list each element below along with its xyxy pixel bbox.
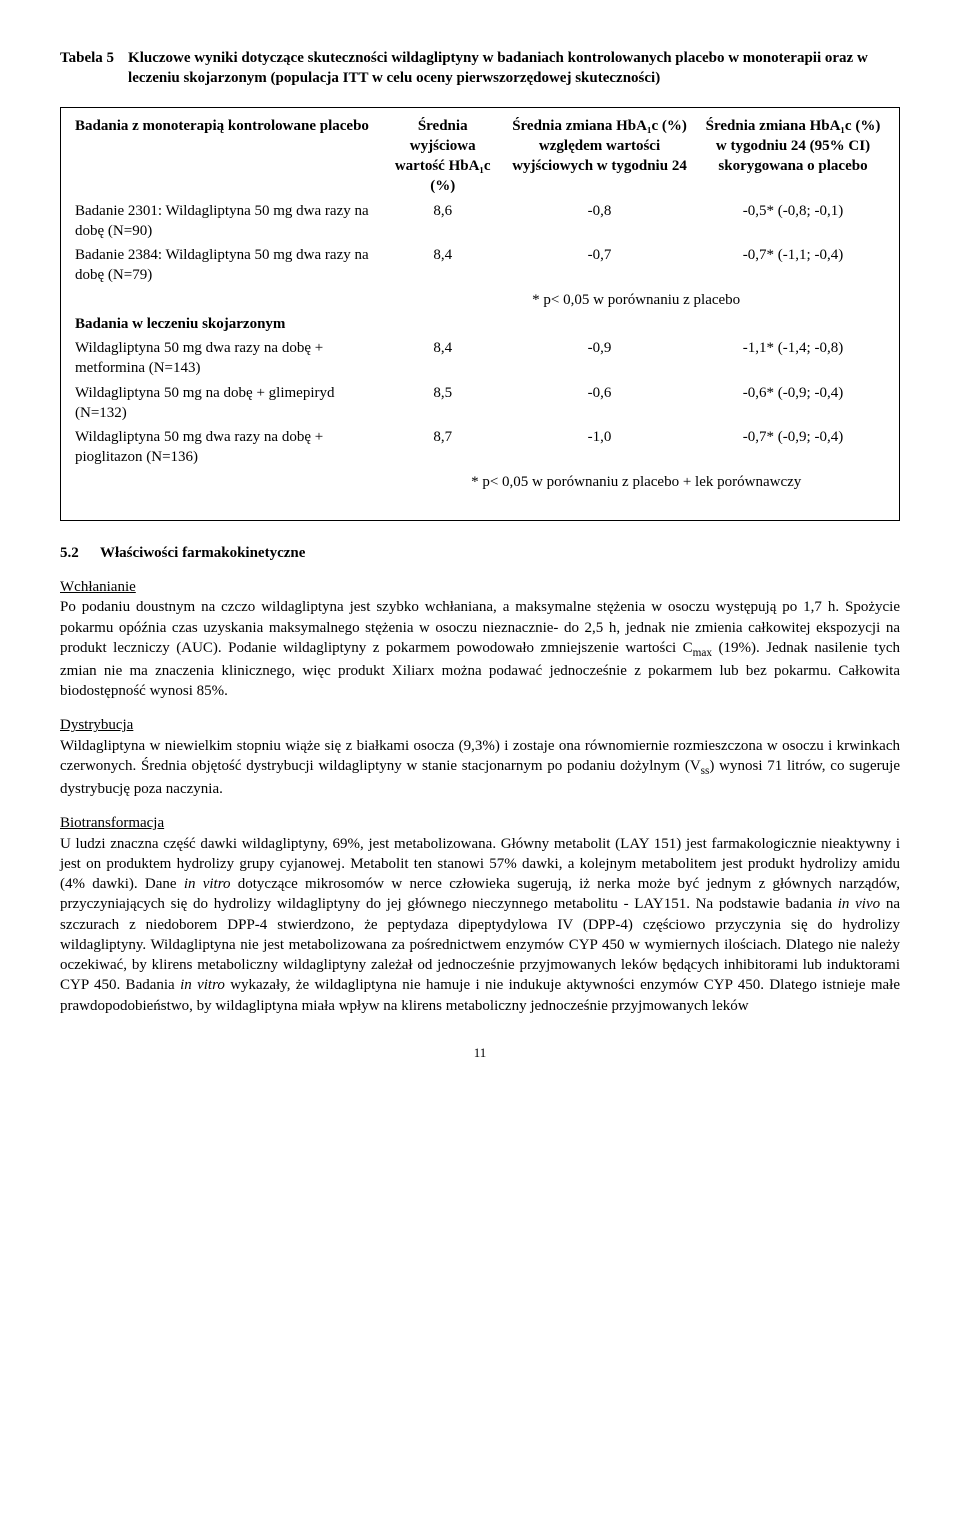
table-row: Wildagliptyna 50 mg na dobę + glimepiryd… <box>69 381 891 426</box>
study-table: Badania z monoterapią kontrolowane place… <box>69 114 891 494</box>
cell: -0,6 <box>504 381 695 426</box>
cell: -0,9 <box>504 336 695 381</box>
cell: -0,6* (-0,9; -0,4) <box>695 381 891 426</box>
col-header-baseline: Średnia wyjściowa wartość HbA₁c (%) <box>381 114 504 199</box>
study-table-container: Badania z monoterapią kontrolowane place… <box>60 107 900 521</box>
col-header-adjusted: Średnia zmiana HbA₁c (%) w tygodniu 24 (… <box>695 114 891 199</box>
row-label: Wildagliptyna 50 mg na dobę + glimepiryd… <box>69 381 381 426</box>
row-label: Badanie 2301: Wildagliptyna 50 mg dwa ra… <box>69 199 381 244</box>
section-label: Badania w leczeniu skojarzonym <box>69 312 381 336</box>
row-label: Badanie 2384: Wildagliptyna 50 mg dwa ra… <box>69 243 381 288</box>
row-label: Wildagliptyna 50 mg dwa razy na dobę + m… <box>69 336 381 381</box>
paragraph-biotransformation: Biotransformacja U ludzi znaczna część d… <box>60 813 900 1016</box>
section-heading: 5.2 Właściwości farmakokinetyczne <box>60 543 900 563</box>
footnote-row: * p< 0,05 w porównaniu z placebo + lek p… <box>69 470 891 494</box>
cell: -0,7* (-0,9; -0,4) <box>695 425 891 470</box>
col-header-change: Średnia zmiana HbA₁c (%) względem wartoś… <box>504 114 695 199</box>
cell: -0,7* (-1,1; -0,4) <box>695 243 891 288</box>
paragraph-distribution: Dystrybucja Wildagliptyna w niewielkim s… <box>60 715 900 799</box>
page-number: 11 <box>60 1044 900 1062</box>
row-label: Wildagliptyna 50 mg dwa razy na dobę + p… <box>69 425 381 470</box>
table-row: Badanie 2384: Wildagliptyna 50 mg dwa ra… <box>69 243 891 288</box>
cell: -1,0 <box>504 425 695 470</box>
italic-text: in vivo <box>838 896 880 912</box>
footnote: * p< 0,05 w porównaniu z placebo <box>381 288 891 312</box>
cell: 8,7 <box>381 425 504 470</box>
cell: -0,7 <box>504 243 695 288</box>
italic-text: in vitro <box>180 977 225 993</box>
paragraph-absorption: Wchłanianie Po podaniu doustnym na czczo… <box>60 577 900 701</box>
section-title: Właściwości farmakokinetyczne <box>100 543 305 563</box>
italic-text: in vitro <box>184 876 231 892</box>
section-row: Badania w leczeniu skojarzonym <box>69 312 891 336</box>
col-header-study: Badania z monoterapią kontrolowane place… <box>69 114 381 199</box>
cell: 8,4 <box>381 336 504 381</box>
footnote-row: * p< 0,05 w porównaniu z placebo <box>69 288 891 312</box>
para-heading: Biotransformacja <box>60 815 164 831</box>
table-header-row: Badania z monoterapią kontrolowane place… <box>69 114 891 199</box>
table-caption: Tabela 5 Kluczowe wyniki dotyczące skute… <box>60 48 900 89</box>
table-row: Wildagliptyna 50 mg dwa razy na dobę + p… <box>69 425 891 470</box>
table-title: Kluczowe wyniki dotyczące skuteczności w… <box>128 48 900 89</box>
subscript: max <box>693 647 712 659</box>
cell: -1,1* (-1,4; -0,8) <box>695 336 891 381</box>
cell: 8,4 <box>381 243 504 288</box>
section-number: 5.2 <box>60 543 100 563</box>
para-heading: Wchłanianie <box>60 579 136 595</box>
cell: 8,5 <box>381 381 504 426</box>
table-row: Wildagliptyna 50 mg dwa razy na dobę + m… <box>69 336 891 381</box>
cell: 8,6 <box>381 199 504 244</box>
cell: -0,8 <box>504 199 695 244</box>
table-row: Badanie 2301: Wildagliptyna 50 mg dwa ra… <box>69 199 891 244</box>
footnote: * p< 0,05 w porównaniu z placebo + lek p… <box>381 470 891 494</box>
para-heading: Dystrybucja <box>60 717 133 733</box>
cell: -0,5* (-0,8; -0,1) <box>695 199 891 244</box>
table-label: Tabela 5 <box>60 48 128 89</box>
